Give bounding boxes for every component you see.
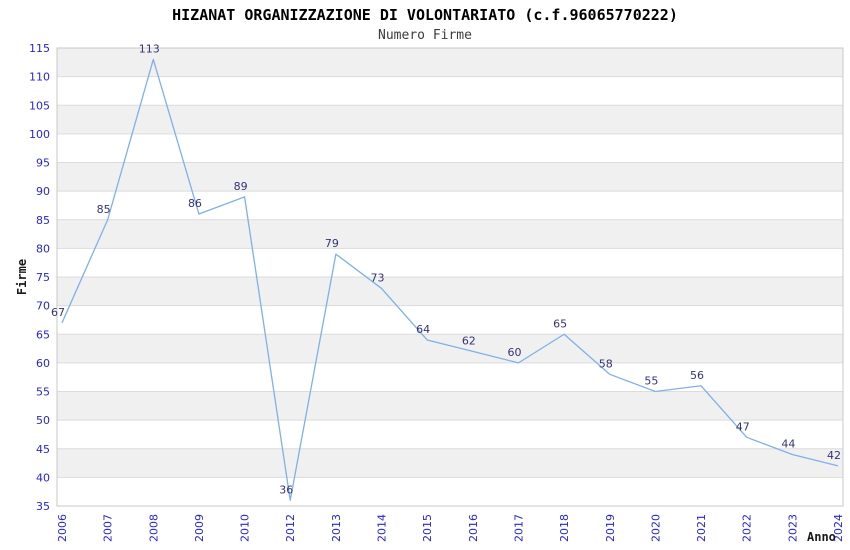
y-tick-label: 75 bbox=[36, 271, 50, 284]
y-tick-label: 105 bbox=[29, 99, 50, 112]
data-point-label: 62 bbox=[462, 334, 476, 347]
data-point-label: 42 bbox=[827, 449, 841, 462]
data-point-label: 47 bbox=[736, 420, 750, 433]
y-tick-label: 110 bbox=[29, 71, 50, 84]
x-tick-label: 2024 bbox=[832, 514, 845, 542]
y-tick-label: 45 bbox=[36, 443, 50, 456]
data-point-label: 79 bbox=[325, 237, 339, 250]
x-tick-label: 2008 bbox=[147, 514, 160, 542]
y-tick-label: 60 bbox=[36, 357, 50, 370]
plot-band bbox=[57, 334, 843, 363]
y-tick-label: 90 bbox=[36, 185, 50, 198]
x-tick-label: 2023 bbox=[786, 514, 799, 542]
x-tick-label: 2021 bbox=[695, 514, 708, 542]
x-tick-label: 2020 bbox=[649, 514, 662, 542]
plot-band bbox=[57, 48, 843, 77]
y-tick-label: 50 bbox=[36, 414, 50, 427]
chart-title: HIZANAT ORGANIZZAZIONE DI VOLONTARIATO (… bbox=[172, 6, 678, 24]
data-point-label: 44 bbox=[781, 437, 795, 450]
plot-band bbox=[57, 448, 843, 478]
y-tick-label: 95 bbox=[36, 157, 50, 170]
data-point-label: 65 bbox=[553, 317, 567, 330]
data-point-label: 67 bbox=[51, 306, 65, 319]
data-point-label: 85 bbox=[97, 203, 111, 216]
y-tick-label: 35 bbox=[36, 500, 50, 513]
data-point-label: 60 bbox=[507, 346, 521, 359]
y-tick-label: 40 bbox=[36, 471, 50, 484]
plot-band bbox=[57, 391, 843, 421]
y-tick-label: 55 bbox=[36, 386, 50, 399]
data-point-label: 56 bbox=[690, 369, 704, 382]
plot-band bbox=[57, 219, 843, 249]
x-tick-label: 2018 bbox=[558, 514, 571, 542]
data-point-label: 55 bbox=[644, 375, 658, 388]
data-point-label: 36 bbox=[279, 483, 293, 496]
x-tick-label: 2017 bbox=[512, 514, 525, 542]
data-point-label: 86 bbox=[188, 197, 202, 210]
data-point-label: 64 bbox=[416, 323, 430, 336]
y-tick-label: 80 bbox=[36, 242, 50, 255]
y-tick-label: 100 bbox=[29, 128, 50, 141]
data-point-label: 73 bbox=[371, 271, 385, 284]
x-tick-label: 2013 bbox=[330, 514, 343, 542]
plot-band bbox=[57, 162, 843, 192]
x-tick-label: 2006 bbox=[56, 514, 69, 542]
x-tick-label: 2010 bbox=[239, 514, 252, 542]
plot-band bbox=[57, 277, 843, 306]
data-line bbox=[61, 58, 839, 501]
x-tick-label: 2007 bbox=[102, 514, 115, 542]
x-tick-label: 2014 bbox=[376, 514, 389, 542]
data-point-label: 113 bbox=[139, 42, 160, 55]
x-tick-label: 2009 bbox=[193, 514, 206, 542]
y-tick-label: 115 bbox=[29, 42, 50, 55]
plot-border bbox=[56, 47, 844, 507]
x-tick-label: 2015 bbox=[421, 514, 434, 542]
data-point-label: 89 bbox=[234, 180, 248, 193]
data-point-label: 58 bbox=[599, 357, 613, 370]
y-tick-label: 65 bbox=[36, 328, 50, 341]
y-tick-label: 85 bbox=[36, 214, 50, 227]
chart-subtitle: Numero Firme bbox=[378, 28, 472, 43]
x-tick-label: 2012 bbox=[284, 514, 297, 542]
y-tick-label: 70 bbox=[36, 300, 50, 313]
x-tick-label: 2019 bbox=[604, 514, 617, 542]
x-axis-title: Anno bbox=[807, 530, 836, 544]
x-tick-label: 2016 bbox=[467, 514, 480, 542]
y-axis-title: Firme bbox=[15, 258, 29, 296]
plot-band bbox=[57, 105, 843, 134]
x-tick-label: 2022 bbox=[741, 514, 754, 542]
